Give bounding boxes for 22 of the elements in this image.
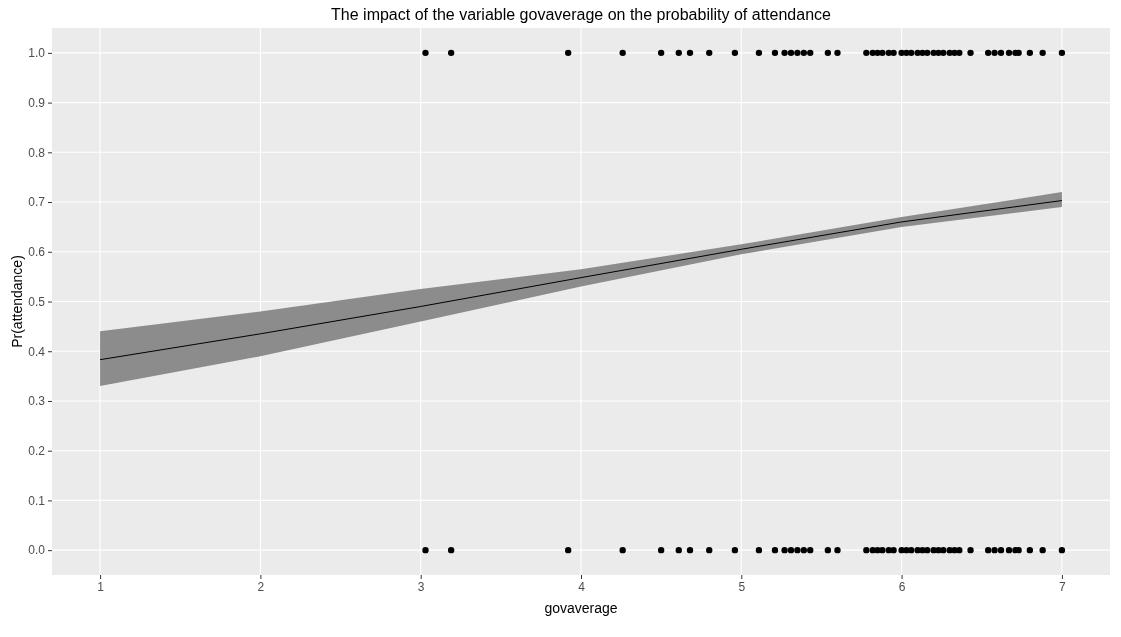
y-tick-label: 1.0 xyxy=(28,46,46,61)
x-tick-label: 5 xyxy=(738,579,746,594)
y-tick-label: 0.3 xyxy=(28,394,46,409)
x-tick-label: 1 xyxy=(97,579,105,594)
x-tick-label: 6 xyxy=(898,579,906,594)
line-series xyxy=(99,200,1063,361)
x-tick-label: 7 xyxy=(1059,579,1067,594)
y-tick-label: 0.2 xyxy=(28,444,46,459)
y-tick-label: 0.9 xyxy=(28,95,46,110)
y-tick-label: 0.6 xyxy=(28,245,46,260)
x-tick-label: 2 xyxy=(257,579,265,594)
y-tick-label: 0.1 xyxy=(28,493,46,508)
x-axis-title: govaverage xyxy=(544,600,618,616)
y-tick-label: 0.5 xyxy=(28,294,46,309)
x-tick-label: 3 xyxy=(417,579,425,594)
chart-title: The impact of the variable govaverage on the probability of attendance xyxy=(331,6,832,23)
y-tick-label: 0.4 xyxy=(28,344,46,359)
x-tick-label: 4 xyxy=(578,579,586,594)
y-tick-label: 0.0 xyxy=(28,543,46,558)
y-axis-title: Pr(attendance) xyxy=(9,255,25,348)
y-tick-label: 0.7 xyxy=(28,195,46,210)
y-tick-label: 0.8 xyxy=(28,145,46,160)
